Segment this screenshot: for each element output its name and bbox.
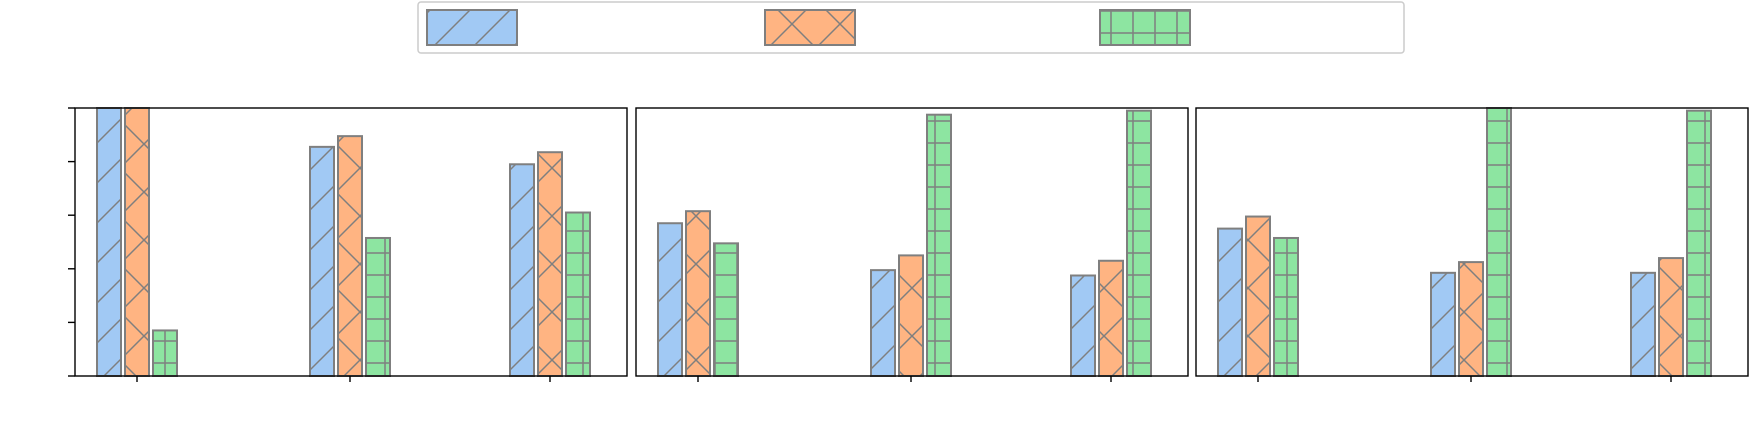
bar-hatch-p1-s1-c1 — [96, 107, 122, 377]
bar-hatch-p1-s3-c2 — [365, 236, 391, 377]
bar-hatch-p2-s3-c1 — [713, 242, 739, 377]
panel-frame-1 — [74, 107, 628, 377]
bar-hatch-p3-s3-c2 — [1486, 107, 1512, 377]
legend-entry-2 — [764, 9, 856, 46]
panel-frame-2 — [635, 107, 1189, 377]
legend-swatch-hatch-2 — [764, 9, 856, 46]
bar-hatch-p3-s1-c2 — [1430, 271, 1456, 378]
panel-frame-3 — [1195, 107, 1749, 377]
bar-hatch-p1-s3-c1 — [152, 329, 178, 378]
bar-hatch-p2-s2-c1 — [685, 210, 711, 377]
panel-1 — [74, 107, 628, 382]
legend-swatch-hatch-3 — [1099, 9, 1191, 46]
legend — [417, 1, 1405, 54]
bar-hatch-p1-s2-c3 — [537, 151, 563, 377]
bar-hatch-p1-s2-c1 — [124, 107, 150, 377]
bar-hatch-p3-s1-c3 — [1630, 271, 1656, 378]
bar-hatch-p2-s1-c1 — [657, 222, 683, 377]
bar-hatch-p3-s2-c1 — [1245, 215, 1271, 377]
bar-hatch-p2-s3-c3 — [1126, 109, 1152, 378]
bar-hatch-p1-s2-c2 — [337, 135, 363, 377]
bar-hatch-p3-s2-c3 — [1658, 257, 1684, 377]
bar-hatch-p2-s2-c3 — [1098, 259, 1124, 378]
bar-hatch-p1-s3-c3 — [565, 211, 591, 377]
legend-entry-1 — [426, 9, 518, 46]
legend-frame — [417, 1, 1405, 54]
bar-hatch-p1-s1-c2 — [309, 145, 335, 377]
panel-2 — [635, 107, 1189, 382]
bar-hatch-p3-s3-c1 — [1273, 236, 1299, 377]
panel-3 — [1195, 107, 1749, 382]
bar-hatch-p2-s2-c2 — [898, 254, 924, 377]
y-axis — [68, 107, 75, 377]
bar-hatch-p3-s2-c2 — [1458, 261, 1484, 378]
bar-hatch-p1-s1-c3 — [509, 163, 535, 377]
legend-swatch-hatch-1 — [426, 9, 518, 46]
bar-hatch-p3-s3-c3 — [1686, 109, 1712, 378]
legend-entry-3 — [1099, 9, 1191, 46]
bar-hatch-p2-s3-c2 — [926, 113, 952, 377]
bar-hatch-p3-s1-c1 — [1217, 227, 1243, 377]
bar-hatch-p2-s1-c2 — [870, 269, 896, 378]
bar-hatch-p2-s1-c3 — [1070, 274, 1096, 377]
